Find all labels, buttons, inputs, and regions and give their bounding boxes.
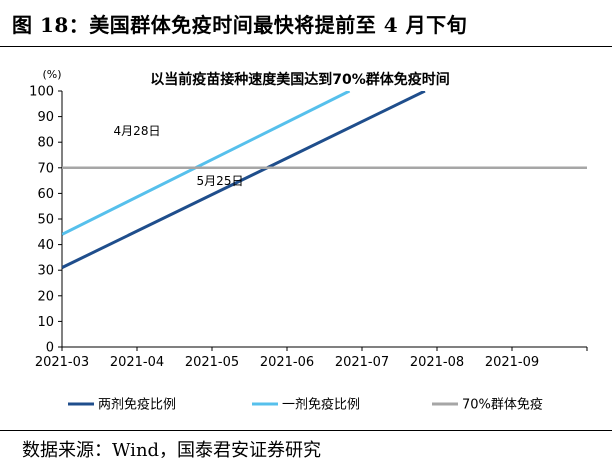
y-tick-label: 90	[37, 110, 54, 125]
x-tick-label: 2021-08	[410, 355, 464, 370]
y-tick-label: 0	[46, 341, 54, 356]
x-tick-label: 2021-06	[260, 355, 314, 370]
y-tick-label: 40	[37, 238, 54, 253]
y-tick-label: 50	[37, 213, 54, 228]
legend-label: 一剂免疫比例	[282, 397, 360, 413]
y-tick-label: 10	[37, 315, 54, 330]
source-rule	[0, 430, 612, 431]
y-tick-label: 70	[37, 161, 54, 176]
x-tick-label: 2021-05	[185, 355, 239, 370]
y-tick-label: 80	[37, 136, 54, 151]
y-tick-label: 100	[29, 85, 54, 100]
chart-title: 以当前疫苗接种速度美国达到70%群体免疫时间	[150, 71, 450, 88]
title-rule	[0, 46, 612, 47]
legend-label: 两剂免疫比例	[98, 397, 176, 413]
y-axis-unit: (%)	[42, 68, 61, 81]
x-tick-label: 2021-07	[335, 355, 389, 370]
legend-label: 70%群体免疫	[462, 397, 543, 413]
x-tick-label: 2021-04	[110, 355, 164, 370]
source-note: 数据来源：Wind，国泰君安证券研究	[22, 440, 322, 461]
series-line	[62, 91, 426, 269]
x-tick-label: 2021-03	[35, 355, 89, 370]
y-tick-label: 20	[37, 289, 54, 304]
figure-title: 图 18：美国群体免疫时间最快将提前至 4 月下旬	[12, 13, 468, 37]
y-tick-label: 30	[37, 264, 54, 279]
y-tick-label: 60	[37, 187, 54, 202]
series-line	[62, 91, 351, 236]
x-tick-label: 2021-09	[485, 355, 539, 370]
annotation-label: 4月28日	[114, 124, 161, 138]
line-chart: 0 10 20 30 40 50 60 70 80 90 100 (%) 2021-03 2021-04 2…	[29, 68, 588, 413]
annotation-label: 5月25日	[197, 174, 244, 188]
